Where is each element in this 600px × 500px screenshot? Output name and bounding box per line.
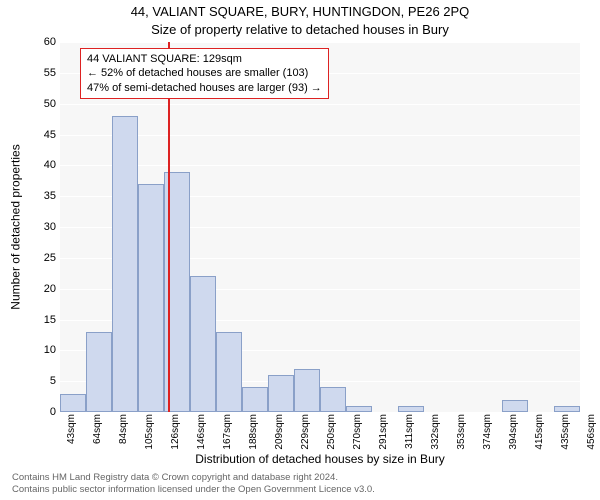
histogram-bar [346, 406, 372, 412]
xtick-label: 332sqm [430, 414, 441, 454]
ytick-label: 20 [26, 283, 56, 295]
plot-area: 44 VALIANT SQUARE: 129sqm← 52% of detach… [60, 42, 580, 412]
ytick-label: 0 [26, 406, 56, 418]
footer: Contains HM Land Registry data © Crown c… [12, 472, 375, 496]
callout-line: 47% of semi-detached houses are larger (… [87, 81, 322, 95]
title-sub: Size of property relative to detached ho… [0, 22, 600, 37]
xtick-label: 146sqm [196, 414, 207, 454]
histogram-bar [112, 116, 138, 412]
gridline [60, 135, 580, 136]
ytick-label: 10 [26, 344, 56, 356]
histogram-bar [86, 332, 112, 412]
xtick-label: 167sqm [222, 414, 233, 454]
xtick-label: 415sqm [534, 414, 545, 454]
xtick-label: 126sqm [170, 414, 181, 454]
histogram-bar [320, 387, 346, 412]
histogram-bar [216, 332, 242, 412]
ytick-label: 60 [26, 36, 56, 48]
xtick-label: 188sqm [248, 414, 259, 454]
ytick-label: 50 [26, 98, 56, 110]
ytick-label: 45 [26, 129, 56, 141]
xtick-label: 105sqm [144, 414, 155, 454]
histogram-bar [190, 276, 216, 412]
ytick-label: 5 [26, 375, 56, 387]
histogram-bar [60, 394, 86, 413]
xtick-label: 456sqm [586, 414, 597, 454]
title-main: 44, VALIANT SQUARE, BURY, HUNTINGDON, PE… [0, 4, 600, 19]
xtick-label: 64sqm [92, 414, 103, 454]
xtick-label: 270sqm [352, 414, 363, 454]
histogram-bar [138, 184, 164, 412]
xtick-label: 374sqm [482, 414, 493, 454]
xtick-label: 311sqm [404, 414, 415, 454]
gridline [60, 104, 580, 105]
ytick-label: 55 [26, 67, 56, 79]
xtick-label: 435sqm [560, 414, 571, 454]
gridline [60, 412, 580, 413]
callout-box: 44 VALIANT SQUARE: 129sqm← 52% of detach… [80, 48, 329, 99]
footer-line-1: Contains HM Land Registry data © Crown c… [12, 472, 375, 484]
xtick-label: 250sqm [326, 414, 337, 454]
histogram-bar [242, 387, 268, 412]
chart-root: 44, VALIANT SQUARE, BURY, HUNTINGDON, PE… [0, 0, 600, 500]
xtick-label: 209sqm [274, 414, 285, 454]
ytick-label: 30 [26, 221, 56, 233]
footer-line-2: Contains public sector information licen… [12, 484, 375, 496]
gridline [60, 42, 580, 43]
gridline [60, 165, 580, 166]
xtick-label: 43sqm [66, 414, 77, 454]
histogram-bar [294, 369, 320, 412]
y-axis-label: Number of detached properties [8, 42, 24, 412]
ytick-label: 15 [26, 314, 56, 326]
histogram-bar [268, 375, 294, 412]
xtick-label: 84sqm [118, 414, 129, 454]
xtick-label: 353sqm [456, 414, 467, 454]
ytick-label: 40 [26, 159, 56, 171]
ytick-label: 25 [26, 252, 56, 264]
ytick-label: 35 [26, 190, 56, 202]
histogram-bar [554, 406, 580, 412]
callout-line: 44 VALIANT SQUARE: 129sqm [87, 52, 322, 66]
xtick-label: 394sqm [508, 414, 519, 454]
histogram-bar [502, 400, 528, 412]
xtick-label: 229sqm [300, 414, 311, 454]
x-axis-label: Distribution of detached houses by size … [60, 452, 580, 466]
xtick-label: 291sqm [378, 414, 389, 454]
histogram-bar [398, 406, 424, 412]
y-axis-label-text: Number of detached properties [9, 144, 23, 309]
callout-line: ← 52% of detached houses are smaller (10… [87, 66, 322, 80]
